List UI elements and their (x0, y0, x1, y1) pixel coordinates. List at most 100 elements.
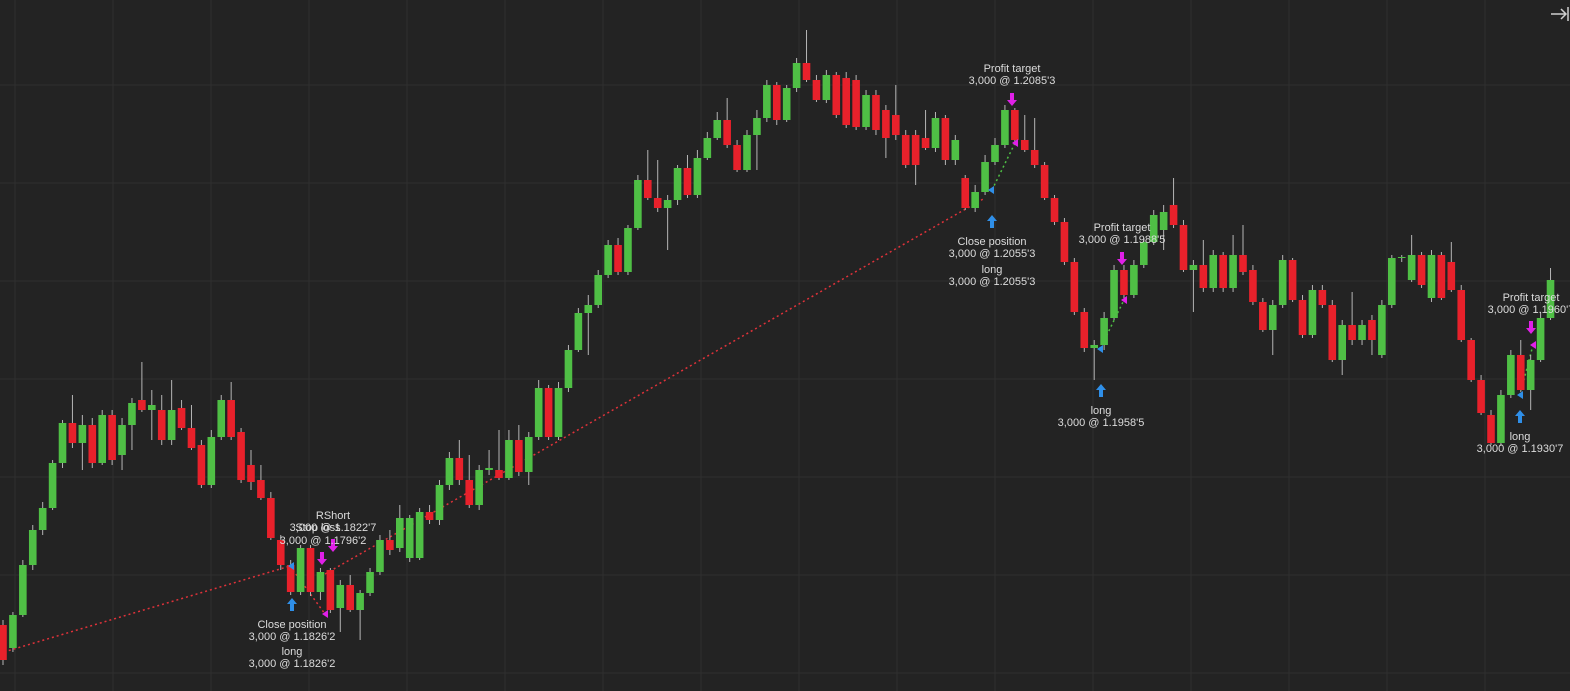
candle-body (48, 463, 57, 508)
candle-body (1259, 302, 1267, 330)
candle-body (276, 540, 285, 565)
candle-body (515, 440, 523, 472)
candle-body (1159, 212, 1168, 230)
candle-body (237, 432, 245, 480)
candle-body (812, 80, 821, 100)
annotation: Close position (257, 619, 326, 631)
candle-body (148, 405, 156, 410)
candle-body (1229, 255, 1237, 288)
annotation: Close position (957, 236, 1026, 248)
annotation: 3,000 @ 1.1826'2 (249, 631, 336, 643)
candle-body (227, 400, 235, 437)
entry-marker (1097, 345, 1103, 353)
candle-body (1149, 215, 1158, 242)
candle-body (1507, 355, 1515, 395)
candle-body (207, 437, 216, 485)
buy-arrow (987, 215, 997, 228)
candle-body (1020, 140, 1029, 150)
candle-body (534, 388, 543, 437)
entry-marker (988, 186, 994, 194)
candle-body (465, 480, 474, 505)
candle-body (961, 178, 970, 208)
buy-arrow (1096, 384, 1106, 397)
candle-body (19, 565, 27, 615)
candle-body (475, 470, 483, 505)
annotation: Profit target (1503, 292, 1560, 304)
candle-body (386, 540, 394, 550)
candle-body (683, 168, 692, 195)
candle-body (1298, 300, 1307, 335)
candle-body (88, 425, 97, 463)
candle-body (9, 615, 17, 648)
candle-body (1278, 260, 1287, 305)
annotation: RShort (316, 510, 350, 522)
candle-body (167, 410, 176, 440)
candle-body (217, 400, 226, 437)
expand-icon[interactable] (1551, 7, 1569, 21)
candle-body (713, 120, 722, 138)
candle-body (257, 480, 265, 498)
annotation: 3,000 @ 1.2055'3 (949, 248, 1036, 260)
candle-body (763, 85, 771, 118)
candle-body (505, 440, 513, 478)
candle-body (415, 512, 424, 558)
annotation: Profit target (984, 63, 1041, 75)
candle-body (356, 593, 364, 610)
candle-body (653, 198, 662, 208)
candle-body (197, 445, 206, 485)
candle-body (366, 572, 374, 593)
candle-body (267, 498, 275, 538)
candle-body (78, 425, 87, 443)
candle-body (1308, 290, 1317, 335)
exit-marker (322, 610, 328, 618)
trade-line (324, 197, 986, 575)
candle-body (981, 162, 989, 192)
candle-body (832, 75, 841, 115)
exit-marker (1121, 296, 1127, 304)
candle-body (1090, 345, 1098, 348)
candle-body (1179, 225, 1188, 270)
candle-body (68, 423, 77, 443)
candle-body (495, 470, 503, 478)
candle-body (624, 228, 632, 272)
candle-body (1100, 318, 1108, 345)
annotation: 3,000 @ 1.2055'3 (949, 276, 1036, 288)
candle-body (1189, 265, 1198, 270)
candle-body (1040, 165, 1049, 198)
candle-body (772, 85, 781, 120)
candle-body (157, 410, 166, 440)
candle-body (1477, 380, 1485, 413)
candle-body (1318, 290, 1327, 305)
entry-marker (288, 562, 294, 570)
annotation: 3,000 @ 1.1826'2 (249, 658, 336, 670)
candle-body (138, 400, 146, 410)
candle-body (247, 465, 255, 482)
candle-body (1050, 198, 1059, 222)
annotation: 3,000 @ 1.1796'2 (280, 535, 367, 547)
candle-body (663, 200, 672, 208)
sell-arrow (1526, 321, 1536, 334)
candle-body (1407, 255, 1416, 280)
candle-body (1110, 270, 1118, 318)
candle-body (1001, 110, 1009, 145)
candle-body (187, 428, 196, 448)
candle-body (872, 95, 880, 130)
candle-body (1348, 325, 1356, 340)
candle-body (644, 180, 652, 198)
candle-body (177, 408, 186, 428)
candle-body (1427, 255, 1436, 298)
candle-body (326, 570, 335, 610)
annotation: Profit target (1094, 222, 1151, 234)
annotation: long (1091, 405, 1112, 417)
candle-body (1516, 355, 1525, 390)
sell-arrow (317, 552, 327, 565)
candle-body (941, 118, 950, 160)
candle-body (634, 180, 642, 228)
annotation: Stop loss (295, 522, 341, 534)
candle-body (0, 625, 7, 660)
candle-body (1080, 312, 1089, 348)
candle-body (753, 118, 761, 135)
candle-body (584, 305, 593, 313)
sell-arrow (328, 539, 338, 552)
